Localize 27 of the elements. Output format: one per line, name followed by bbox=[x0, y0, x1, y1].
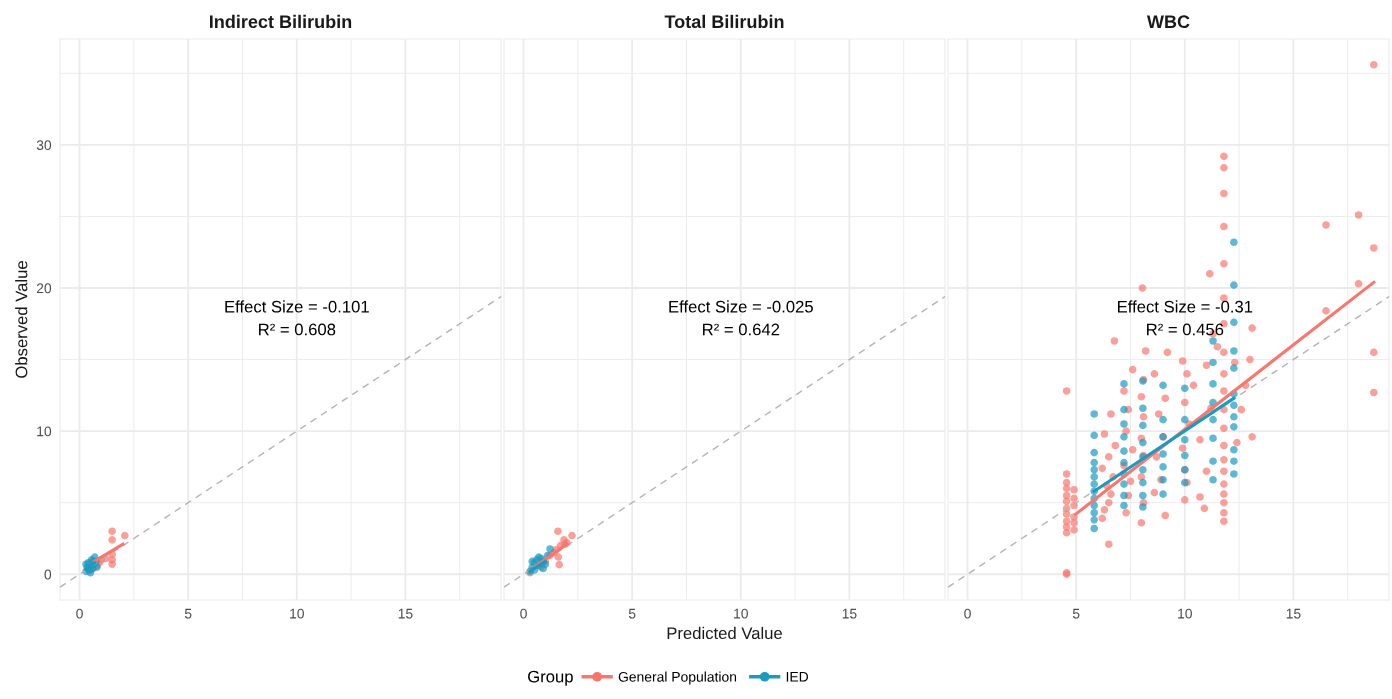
chart-title: Total Bilirubin bbox=[664, 14, 784, 29]
x-axis-title: Predicted Value bbox=[667, 626, 782, 640]
x-tick-label: 0 bbox=[964, 608, 971, 619]
y-tick-label: 10 bbox=[37, 426, 52, 437]
x-tick-label: 5 bbox=[628, 608, 636, 619]
x-tick-label: 0 bbox=[520, 608, 527, 619]
x-tick-label: 5 bbox=[1072, 608, 1080, 619]
legend-title: Group bbox=[528, 670, 573, 686]
x-tick-label: 10 bbox=[1178, 608, 1192, 619]
annotation: Effect Size = -0.31 R² = 0.456 bbox=[1118, 300, 1253, 336]
chart-title: WBC bbox=[1146, 15, 1190, 29]
x-tick-label: 15 bbox=[1286, 608, 1301, 619]
x-tick-label: 10 bbox=[290, 608, 304, 619]
x-tick-label: 15 bbox=[398, 608, 413, 619]
y-axis-title: Observed Value bbox=[15, 261, 28, 378]
y-tick-label: 20 bbox=[36, 283, 52, 294]
annotation: Effect Size = -0.101 R² = 0.608 bbox=[225, 300, 369, 336]
legend-label: IED bbox=[786, 672, 809, 682]
chart-title: Indirect Bilirubin bbox=[209, 14, 352, 29]
annotation: Effect Size = -0.025 R² = 0.642 bbox=[669, 300, 813, 336]
x-tick-label: 5 bbox=[184, 608, 192, 619]
y-tick-label: 30 bbox=[36, 140, 52, 151]
legend-label: General Population bbox=[618, 671, 737, 685]
y-tick-label: 0 bbox=[44, 569, 52, 580]
x-tick-label: 10 bbox=[734, 608, 748, 619]
x-tick-label: 15 bbox=[842, 608, 857, 619]
x-tick-label: 0 bbox=[76, 608, 83, 619]
